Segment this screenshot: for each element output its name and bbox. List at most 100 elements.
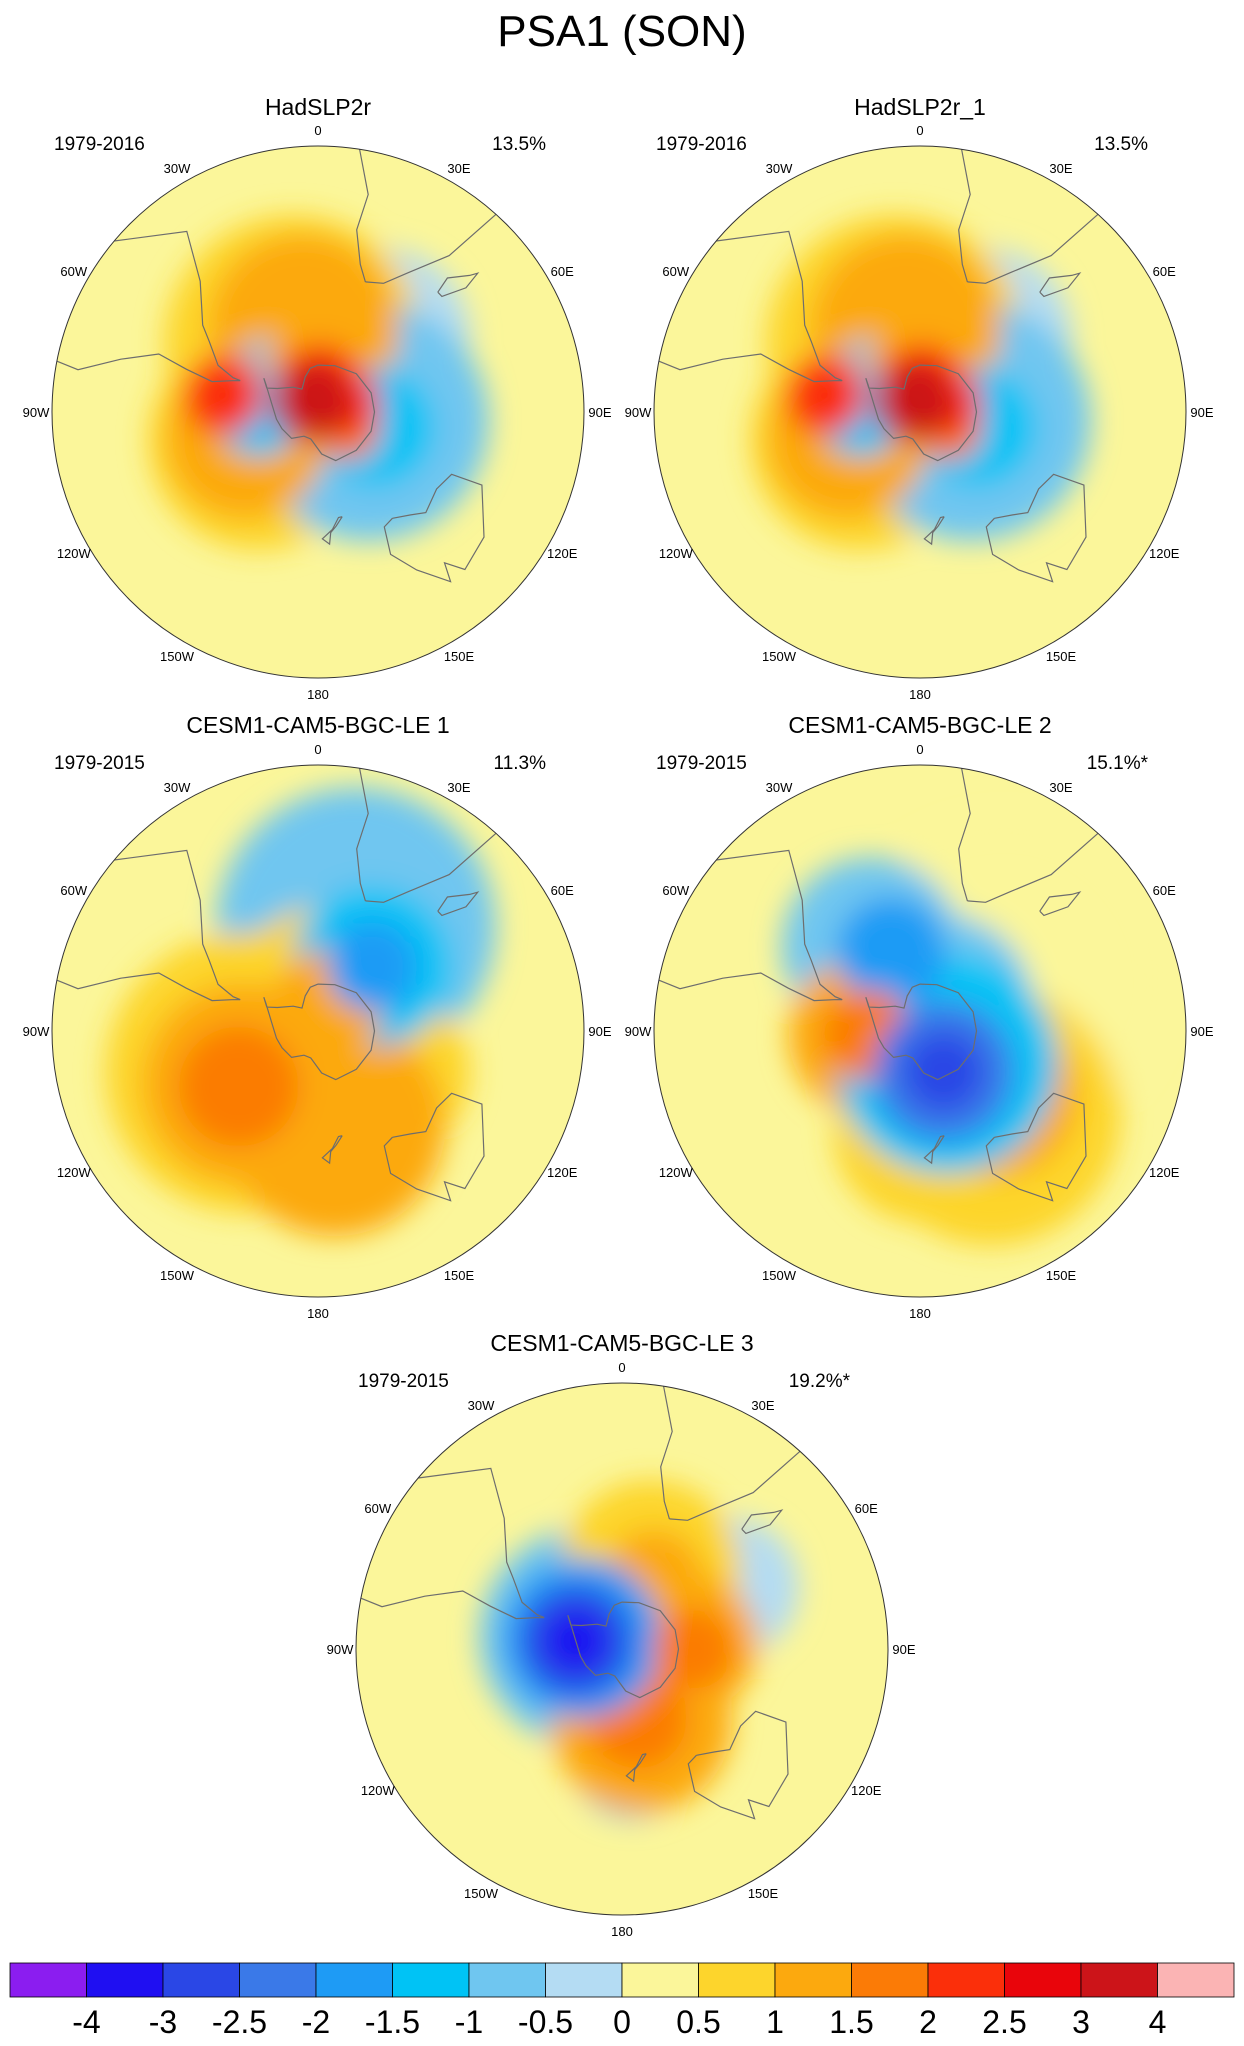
panel-period: 1979-2015 [358, 1371, 449, 1392]
colorbar-label: 0 [613, 2004, 631, 2040]
longitude-label: 90W [327, 1642, 354, 1657]
anomaly-blob [874, 361, 955, 442]
longitude-label: 30W [468, 1398, 495, 1413]
longitude-label: 150W [762, 1268, 797, 1283]
colorbar: -4 -3 -2.5 -2 -1.5 -1 -0.5 0 0.5 1 1.5 2 2.5 3 4 [9, 1962, 1235, 2040]
longitude-label: 180 [307, 687, 329, 702]
figure-title: PSA1 (SON) [497, 7, 746, 56]
longitude-label: 120E [1149, 1165, 1180, 1180]
longitude-label: 30E [447, 161, 470, 176]
colorbar-label: 1 [766, 2004, 784, 2040]
colorbar-swatch [162, 1962, 240, 1998]
longitude-label: 150E [1046, 649, 1077, 664]
longitude-label: 0 [618, 1360, 625, 1375]
anomaly-blob [286, 1077, 407, 1198]
longitude-label: 60W [662, 264, 689, 279]
coastline [958, 768, 971, 902]
longitude-label: 120E [547, 546, 578, 561]
longitude-label: 180 [909, 687, 931, 702]
longitude-label: 90W [23, 405, 50, 420]
colorbar-label: 1.5 [829, 2004, 873, 2040]
map-border [51, 145, 585, 679]
longitude-label: 90E [1190, 405, 1213, 420]
panel-variance: 13.5% [492, 134, 546, 155]
colorbar-label: -2.5 [212, 2004, 267, 2040]
panel-variance: 15.1%* [1087, 753, 1149, 774]
colorbar-swatch [1004, 1962, 1082, 1998]
panel-title: CESM1-CAM5-BGC-LE 1 [186, 712, 449, 738]
map-panel-hadslp2r: HadSLP2r 1979-2016 13.5% 0 30E 60E 90E 120E 150E… [23, 94, 612, 702]
longitude-label: 150E [444, 649, 475, 664]
coastline [716, 849, 843, 1001]
map-border [653, 764, 1187, 1298]
coastline [383, 1092, 485, 1202]
coastline [321, 516, 343, 546]
coastline [360, 1590, 545, 1620]
longitude-label: 0 [314, 742, 321, 757]
longitude-label: 120W [361, 1783, 396, 1798]
panel-title: HadSLP2r [265, 94, 371, 120]
coastline [660, 1386, 673, 1520]
longitude-label: 120W [57, 546, 92, 561]
coastline [356, 149, 369, 283]
longitude-label: 0 [916, 742, 923, 757]
coastline [658, 972, 843, 1002]
map-panel-hadslp2r_1: HadSLP2r_1 1979-2016 13.5% 0 30E 60E 90E 120E 15… [625, 94, 1214, 702]
panel-variance: 11.3% [494, 753, 547, 774]
colorbar-swatch [621, 1962, 699, 1998]
panel-variance: 13.5% [1094, 134, 1148, 155]
longitude-label: 60E [551, 264, 574, 279]
coastline [365, 832, 497, 903]
coastline [383, 473, 485, 583]
anomaly-blob [178, 1026, 299, 1147]
longitude-label: 90E [892, 1642, 915, 1657]
coastline [865, 983, 978, 1081]
longitude-label: 0 [916, 123, 923, 138]
colorbar-swatch [9, 1962, 87, 1998]
longitude-label: 180 [611, 1924, 633, 1939]
longitude-label: 30W [766, 780, 793, 795]
panel-period: 1979-2015 [656, 753, 747, 774]
map-panel-cesm_1: CESM1-CAM5-BGC-LE 1 1979-2015 11.3% 0 30E 60E… [23, 712, 612, 1321]
map-panels: HadSLP2r 1979-2016 13.5% 0 30E 60E 90E 120E 150E… [23, 94, 1214, 1939]
pressure-field [654, 765, 1186, 1297]
coastline [356, 768, 369, 902]
coastline [967, 832, 1099, 903]
coastline [1039, 272, 1082, 298]
anomaly-blob [653, 1609, 734, 1689]
coastlines [56, 149, 497, 583]
colorbar-swatch [239, 1962, 317, 1998]
panel-title: CESM1-CAM5-BGC-LE 3 [490, 1330, 753, 1356]
colorbar-swatch [851, 1962, 929, 1998]
colorbar-swatch [774, 1962, 852, 1998]
colorbar-label: -1.5 [365, 2004, 420, 2040]
coastline [365, 213, 497, 284]
coastlines [56, 768, 497, 1202]
panel-title: HadSLP2r_1 [854, 94, 986, 120]
longitude-label: 120W [57, 1165, 92, 1180]
coastline [985, 473, 1087, 583]
longitude-label: 120W [659, 546, 694, 561]
colorbar-label: 3 [1072, 2004, 1090, 2040]
colorbar-swatch [698, 1962, 776, 1998]
longitude-label: 30W [164, 161, 191, 176]
longitude-label: 150E [1046, 1268, 1077, 1283]
coastline [669, 1450, 801, 1521]
longitude-label: 60W [364, 1501, 391, 1516]
longitude-label: 60E [1153, 883, 1176, 898]
pressure-field [356, 1383, 888, 1915]
longitude-label: 150W [464, 1886, 499, 1901]
coastline [985, 1092, 1087, 1202]
anomaly-blob [836, 897, 947, 1008]
longitude-label: 60W [60, 883, 87, 898]
longitude-label: 90W [23, 1024, 50, 1039]
coastline [437, 891, 480, 917]
map-border [51, 764, 585, 1298]
coastline [741, 1509, 784, 1535]
longitude-label: 180 [307, 1306, 329, 1321]
longitude-label: 150E [444, 1268, 475, 1283]
anomaly-blob [272, 361, 353, 442]
colorbar-label: 2.5 [982, 2004, 1026, 2040]
map-panel-cesm_2: CESM1-CAM5-BGC-LE 2 1979-2015 15.1%* 0 30E 60… [625, 712, 1214, 1321]
longitude-label: 60E [855, 1501, 878, 1516]
